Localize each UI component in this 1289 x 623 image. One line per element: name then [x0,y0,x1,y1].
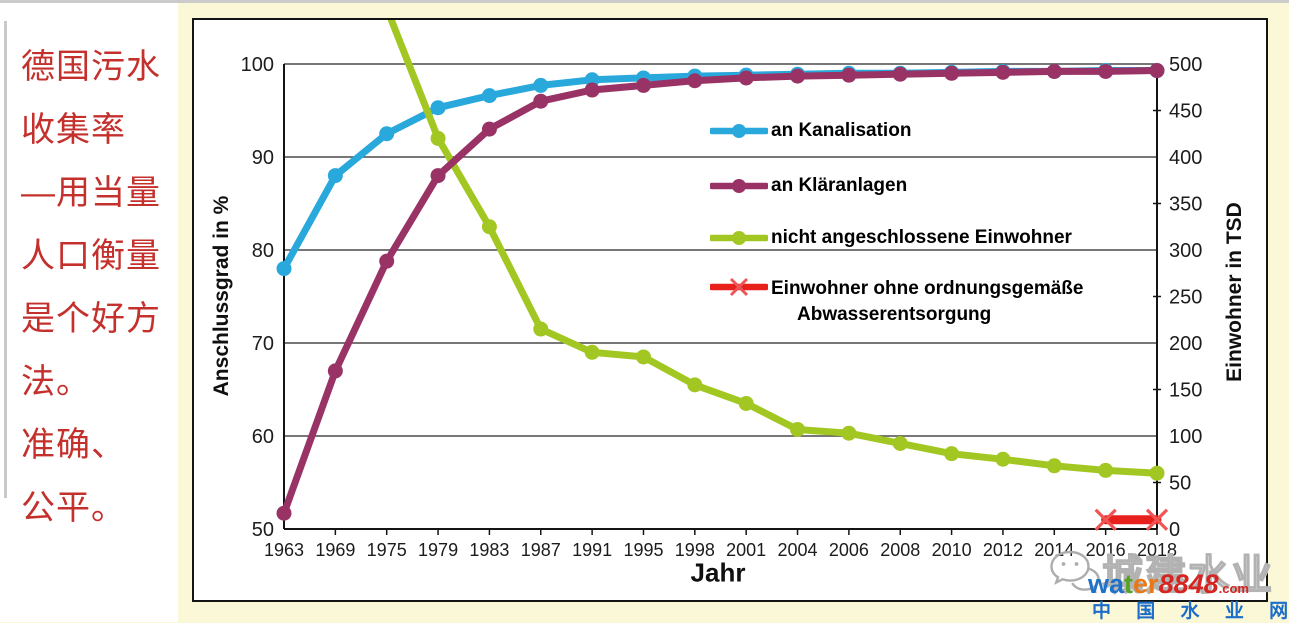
x-axis-tick-label: 1998 [675,540,715,560]
series-line-klaeranlagen [280,67,1161,517]
y-axis-title-right: Einwohner in TSD [1223,202,1246,382]
x-axis-tick-label: 1995 [623,540,663,560]
y-axis-tick-label-left: 50 [252,519,274,541]
side-note-line: 准确、 [21,426,126,464]
series-marker-klaeranlagen [995,64,1011,80]
series-marker-nicht-angeschlossen [584,344,600,360]
series-marker-nicht-angeschlossen [944,446,960,462]
x-axis-tick-label: 1979 [418,540,458,560]
x-axis-tick-label: 2004 [778,540,818,560]
x-axis-tick-label: 1983 [469,540,509,560]
side-note-line: 德国污水 [21,48,161,86]
x-axis-tick-label: 2006 [829,540,869,560]
y-axis-tick-label-left: 90 [252,147,274,169]
series-marker-kanalisation [327,168,343,184]
y-axis-tick-label-left: 100 [241,54,274,76]
x-axis-tick-label: 2010 [932,540,972,560]
series-marker-klaeranlagen [841,67,857,83]
series-marker-nicht-angeschlossen [1046,458,1062,474]
series-marker-klaeranlagen [584,82,600,98]
series-marker-nicht-angeschlossen [892,435,908,451]
series-marker-nicht-angeschlossen [995,451,1011,467]
y-axis-tick-label-left: 70 [252,333,274,355]
side-note-panel [0,3,178,622]
y-axis-tick-label-right: 100 [1169,426,1202,448]
series-line-kanalisation [280,67,1161,273]
series-marker-klaeranlagen [533,93,549,109]
top-border-strip [0,0,1289,3]
chart-panel: 50 60 70 80 90 100 0 50 100 150 200 250 300 350 400 450… [192,18,1268,602]
series-marker-nicht-angeschlossen [687,377,703,393]
side-note-line: —用当量 [21,174,161,212]
y-axis-tick-label-right: 50 [1169,473,1191,495]
y-axis-tick-label-left: 80 [252,240,274,262]
series-marker-ohne-entsorgung [1094,508,1117,531]
series-marker-nicht-angeschlossen [1149,465,1165,481]
x-axis-tick-label: 1963 [264,540,304,560]
x-axis-tick-label: 1969 [315,540,355,560]
side-note: 德国污水收集率 —用当量人口衡量是个好方法。准确、公平。 [21,36,161,540]
x-axis-tick-label: 2014 [1034,540,1074,560]
x-axis-title: Jahr [690,557,746,588]
chart-canvas: 50 60 70 80 90 100 0 50 100 150 200 250 300 350 400 450… [241,20,1202,560]
y-axis-title-left: Anschlussgrad in % [210,195,233,397]
series-marker-klaeranlagen [944,65,960,81]
y-axis-tick-label-right: 400 [1169,147,1202,169]
x-axis-tick-label: 2012 [983,540,1023,560]
series-marker-ohne-entsorgung [1145,508,1169,531]
y-axis-tick-label-right: 200 [1169,333,1202,355]
series-marker-klaeranlagen [635,77,651,93]
side-note-line: 人口衡量 [21,237,161,275]
series-marker-klaeranlagen [790,68,806,84]
series-marker-klaeranlagen [379,253,395,269]
series-marker-klaeranlagen [1149,63,1165,79]
side-note-line: 法。 [21,363,91,401]
series-marker-klaeranlagen [430,168,446,184]
series-marker-klaeranlagen [892,66,908,82]
side-note-line: 是个好方 [21,300,161,338]
series-line-nicht-angeschlossen [387,20,1161,477]
series-marker-nicht-angeschlossen [635,349,651,365]
series-marker-klaeranlagen [1046,63,1062,79]
series-marker-klaeranlagen [1098,63,1114,79]
series-marker-klaeranlagen [327,363,343,379]
side-note-line: 公平。 [21,489,126,527]
x-axis-tick-label: 2008 [880,540,920,560]
x-axis-tick-label: 1975 [367,540,407,560]
x-axis-tick-label: 1987 [521,540,561,560]
y-axis-tick-label-right: 300 [1169,240,1202,262]
series-marker-kanalisation [481,88,497,104]
series-marker-kanalisation [276,261,292,277]
y-axis-tick-label-right: 500 [1169,54,1202,76]
y-axis-tick-label-left: 60 [252,426,274,448]
x-axis-tick-label: 2016 [1086,540,1126,560]
left-border-strip [4,21,7,498]
y-axis-tick-label-right: 450 [1169,101,1202,123]
y-axis-tick-label-right: 350 [1169,194,1202,216]
series-marker-klaeranlagen [738,70,754,86]
series-marker-nicht-angeschlossen [1098,462,1114,478]
series-marker-nicht-angeschlossen [481,219,497,235]
series-marker-klaeranlagen [481,121,497,137]
y-axis-tick-label-right: 250 [1169,287,1202,309]
series-marker-kanalisation [379,126,395,142]
x-axis-tick-label: 1991 [572,540,612,560]
series-marker-klaeranlagen [276,505,292,521]
series-marker-nicht-angeschlossen [430,130,446,146]
series-marker-nicht-angeschlossen [533,321,549,337]
side-note-line: 收集率 [21,111,126,149]
series-marker-nicht-angeschlossen [738,395,754,411]
y-axis-tick-label-right: 0 [1169,519,1180,541]
x-axis-tick-label: 2001 [726,540,766,560]
series-marker-nicht-angeschlossen [841,425,857,441]
x-axis-tick-label: 2018 [1137,540,1177,560]
series-marker-klaeranlagen [687,73,703,89]
y-axis-tick-label-right: 150 [1169,380,1202,402]
series-marker-nicht-angeschlossen [790,421,806,437]
series-marker-kanalisation [430,100,446,116]
series-marker-kanalisation [533,77,549,93]
